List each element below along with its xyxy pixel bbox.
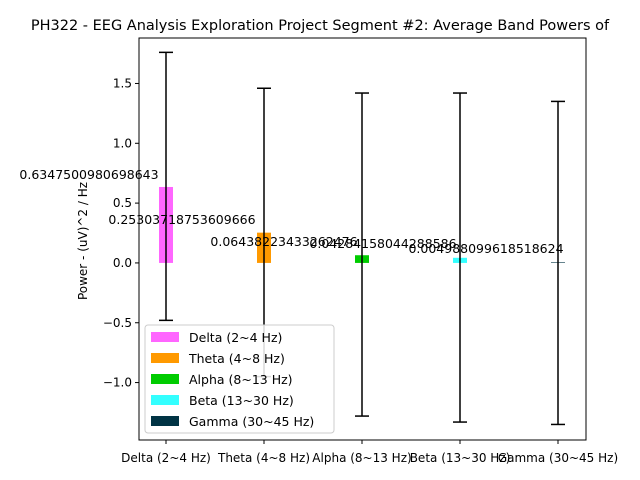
error-bars (159, 51, 565, 426)
chart-title: PH322 - EEG Analysis Exploration Project… (31, 18, 610, 34)
value-label-4: 0.04284158044288586 (309, 236, 456, 251)
legend-entry: Gamma (30~45 Hz) (189, 414, 314, 429)
y-axis: −1.0 −0.5 0.0 0.5 1.0 1.5 (103, 76, 139, 390)
value-labels: 0.6347500980698643 0.25303718753609666 0.0… (19, 167, 563, 256)
y-tick-label: −0.5 (103, 316, 132, 330)
legend-swatch (151, 416, 179, 426)
legend-entry: Theta (4~8 Hz) (188, 351, 285, 366)
legend-swatch (151, 374, 179, 384)
x-tick-label: Gamma (30~45 Hz) (498, 451, 618, 465)
y-tick-label: 1.5 (113, 76, 132, 90)
x-tick-label: Theta (4~8 Hz) (217, 451, 310, 465)
value-label-2: 0.25303718753609666 (108, 212, 255, 227)
x-tick-label: Delta (2~4 Hz) (121, 451, 211, 465)
legend-entry: Delta (2~4 Hz) (189, 330, 282, 345)
x-tick-label: Alpha (8~13 Hz) (312, 451, 411, 465)
legend-entry: Alpha (8~13 Hz) (189, 372, 293, 387)
legend: Delta (2~4 Hz) Theta (4~8 Hz) Alpha (8~13 … (144, 324, 335, 434)
y-axis-label: Power - (uV)^2 / Hz (76, 182, 90, 300)
y-tick-label: 0.5 (113, 196, 132, 210)
value-label-5: 0.004988099618518624 (408, 241, 563, 256)
x-tick-label: Beta (13~30 Hz) (410, 451, 511, 465)
value-label-1: 0.6347500980698643 (19, 167, 158, 182)
legend-box (144, 324, 335, 434)
y-tick-label: −1.0 (103, 376, 132, 390)
x-axis: Delta (2~4 Hz) Theta (4~8 Hz) Alpha (8~13 … (121, 440, 618, 465)
value-label-3: 0.06438223433262476 (210, 234, 357, 249)
legend-swatch (151, 353, 179, 363)
plot-frame (138, 37, 587, 441)
y-tick-label: 1.0 (113, 136, 132, 150)
y-tick-label: 0.0 (113, 256, 132, 270)
legend-entry: Beta (13~30 Hz) (189, 393, 294, 408)
legend-swatch (151, 332, 179, 342)
legend-swatch (151, 395, 179, 405)
